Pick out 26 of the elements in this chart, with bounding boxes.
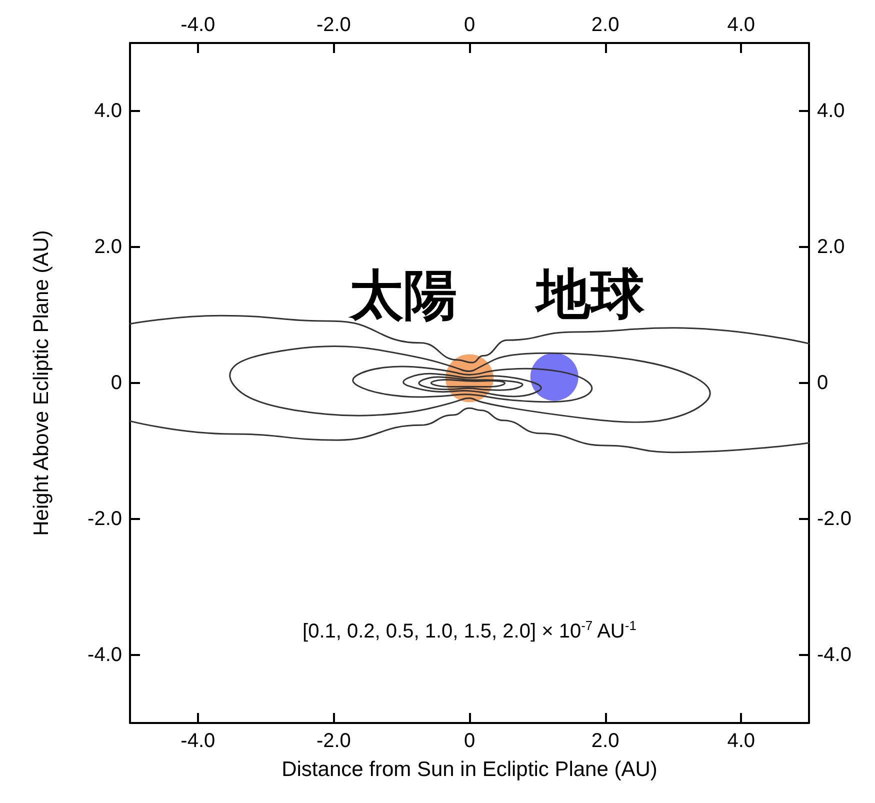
- x-tick-label: 4.0: [727, 730, 756, 752]
- y2-tick-label: 2.0: [817, 236, 845, 258]
- x-tick-label: 0: [464, 730, 476, 752]
- x2-tick-label: 0: [464, 14, 476, 36]
- x2-tick-label: 2.0: [591, 14, 620, 36]
- series-label: 太陽: [348, 264, 458, 327]
- line-series: [129, 407, 810, 454]
- y2-tick-label: 0: [817, 372, 828, 394]
- y-tick-label: -4.0: [88, 644, 122, 666]
- x2-tick-label: -4.0: [180, 14, 216, 36]
- x2-tick-label: 4.0: [727, 14, 756, 36]
- x2-tick-label: -2.0: [316, 14, 351, 36]
- y-axis-title: Height Above Ecliptic Plane (AU): [30, 230, 53, 536]
- y-tick-label: 2.0: [94, 236, 122, 258]
- y-tick-label: -2.0: [88, 508, 122, 530]
- y-tick-label: 4.0: [94, 100, 122, 122]
- x-tick-label: 2.0: [591, 730, 620, 752]
- y-tick-label: 0: [110, 372, 122, 394]
- x-tick-label: -4.0: [180, 730, 216, 752]
- y2-tick-label: 4.0: [817, 100, 845, 122]
- contour-levels-note: [0.1, 0.2, 0.5, 1.0, 1.5, 2.0] × 10$^{-7}$ AU$^{-1}$: [302, 618, 638, 644]
- y2-tick-label: -2.0: [817, 508, 852, 530]
- x-tick-label: -2.0: [316, 730, 351, 752]
- series-label: 地球: [534, 262, 646, 326]
- y2-tick-label: -4.0: [817, 644, 852, 666]
- x-axis-title: Distance from Sun in Ecliptic Plane (AU): [282, 758, 658, 781]
